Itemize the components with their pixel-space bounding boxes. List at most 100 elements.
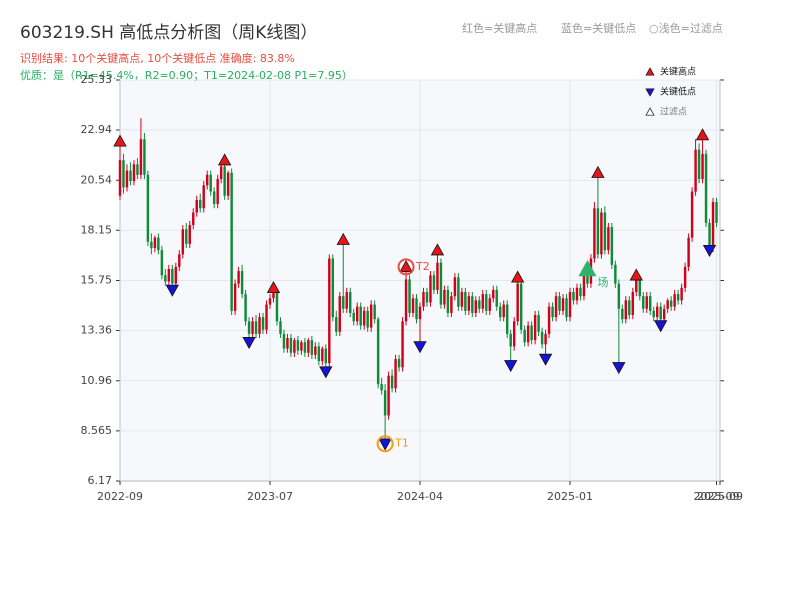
chart-title: 603219.SH 高低点分析图（周K线图） — [20, 23, 317, 43]
candle-body — [596, 208, 600, 255]
candle-body — [582, 275, 586, 297]
candle-body — [519, 283, 523, 330]
candle-body — [561, 298, 565, 311]
candle-body — [662, 308, 666, 320]
key-point-marker — [430, 243, 445, 256]
candle-body — [683, 266, 687, 288]
x-tick-label: 2024-04 — [397, 490, 443, 503]
annotation-label: T2 — [415, 260, 430, 273]
candle-body — [359, 306, 362, 326]
y-tick-label: 10.96 — [81, 374, 113, 387]
key-point-marker — [578, 259, 597, 277]
key-point-marker — [266, 281, 281, 294]
candle-body — [171, 268, 174, 284]
candle-body — [331, 258, 335, 318]
key-point-marker — [629, 268, 643, 281]
candle-body — [697, 149, 701, 179]
candle-body — [122, 160, 125, 188]
candle-body — [310, 340, 314, 355]
candle-body — [642, 296, 645, 309]
annotation-ring — [397, 258, 415, 276]
candle-body — [614, 264, 617, 284]
x-tick-label: 2023-07 — [247, 490, 293, 503]
candle-body — [408, 279, 411, 313]
candle-body — [233, 283, 237, 311]
header-legend: 蓝色=关键低点 — [561, 21, 636, 35]
candle-body — [579, 287, 582, 297]
candle-body — [464, 292, 467, 311]
candle-body — [230, 172, 233, 311]
note: 优质：是（R1=45.4%，R2=0.90；T1=2024-02-08 P1=7… — [20, 69, 353, 82]
candle-body — [655, 306, 659, 318]
candle-body — [129, 170, 132, 182]
y-tick-label: 22.94 — [81, 123, 113, 136]
candle-body — [422, 292, 425, 307]
y-tick-label: 6.17 — [88, 474, 113, 487]
candle-body — [195, 199, 198, 213]
candle-body — [638, 279, 641, 297]
candle-body — [652, 310, 655, 318]
candle-body — [600, 212, 603, 255]
key-point-marker — [695, 128, 710, 141]
candle-body — [572, 292, 575, 301]
key-point-marker — [413, 341, 427, 354]
candle-body — [411, 298, 415, 313]
candle-body — [676, 294, 680, 301]
candle-body — [296, 340, 300, 351]
candle-body — [537, 315, 540, 332]
candle-body — [453, 277, 457, 297]
candle-body — [335, 317, 338, 332]
candle-body — [362, 310, 366, 326]
key-point-marker — [654, 320, 668, 333]
key-point-marker — [510, 270, 525, 283]
candle-body — [610, 227, 614, 265]
candle-body — [635, 279, 638, 293]
candle-body — [279, 321, 282, 334]
candle-body — [533, 315, 537, 341]
candle-body — [415, 298, 418, 320]
key-point-marker — [399, 260, 413, 273]
candle-body — [492, 289, 495, 299]
candle-body — [457, 277, 460, 307]
candle-body — [547, 306, 551, 334]
candle-body — [265, 304, 268, 330]
candle-body — [202, 185, 205, 209]
key-point-marker — [165, 284, 180, 297]
key-point-marker — [612, 362, 626, 375]
candle-body — [321, 348, 324, 362]
candle-body — [512, 321, 516, 347]
key-point-marker — [113, 134, 127, 147]
x-tick-label: 2025-09 — [697, 490, 743, 503]
candle-body — [401, 321, 404, 368]
candle-body — [631, 292, 635, 316]
candle-body — [544, 333, 547, 345]
candle-body — [188, 225, 191, 244]
candle-body — [603, 212, 607, 251]
candle-body — [345, 292, 348, 309]
candle-body — [488, 298, 491, 311]
candle-body — [178, 254, 181, 267]
candle-body — [540, 331, 544, 345]
candle-body — [328, 258, 331, 364]
candle-body — [373, 304, 376, 320]
candle-body — [432, 275, 436, 290]
candle-body — [708, 222, 711, 249]
candle-body — [324, 348, 328, 364]
candle-body — [289, 338, 293, 353]
candle-body — [509, 333, 512, 347]
candle-body — [530, 325, 533, 341]
candle-body — [174, 266, 178, 284]
candle-body — [355, 306, 359, 322]
candle-body — [554, 296, 558, 318]
key-point-marker — [591, 165, 605, 178]
candle-body — [390, 375, 394, 389]
candle-body — [307, 340, 310, 353]
legend-swatch — [645, 88, 655, 97]
candle-body — [146, 174, 150, 242]
candle-body — [694, 149, 697, 192]
candle-body — [293, 340, 296, 353]
candle-body — [268, 298, 272, 305]
candle-body — [467, 296, 471, 311]
candle-body — [446, 289, 450, 313]
